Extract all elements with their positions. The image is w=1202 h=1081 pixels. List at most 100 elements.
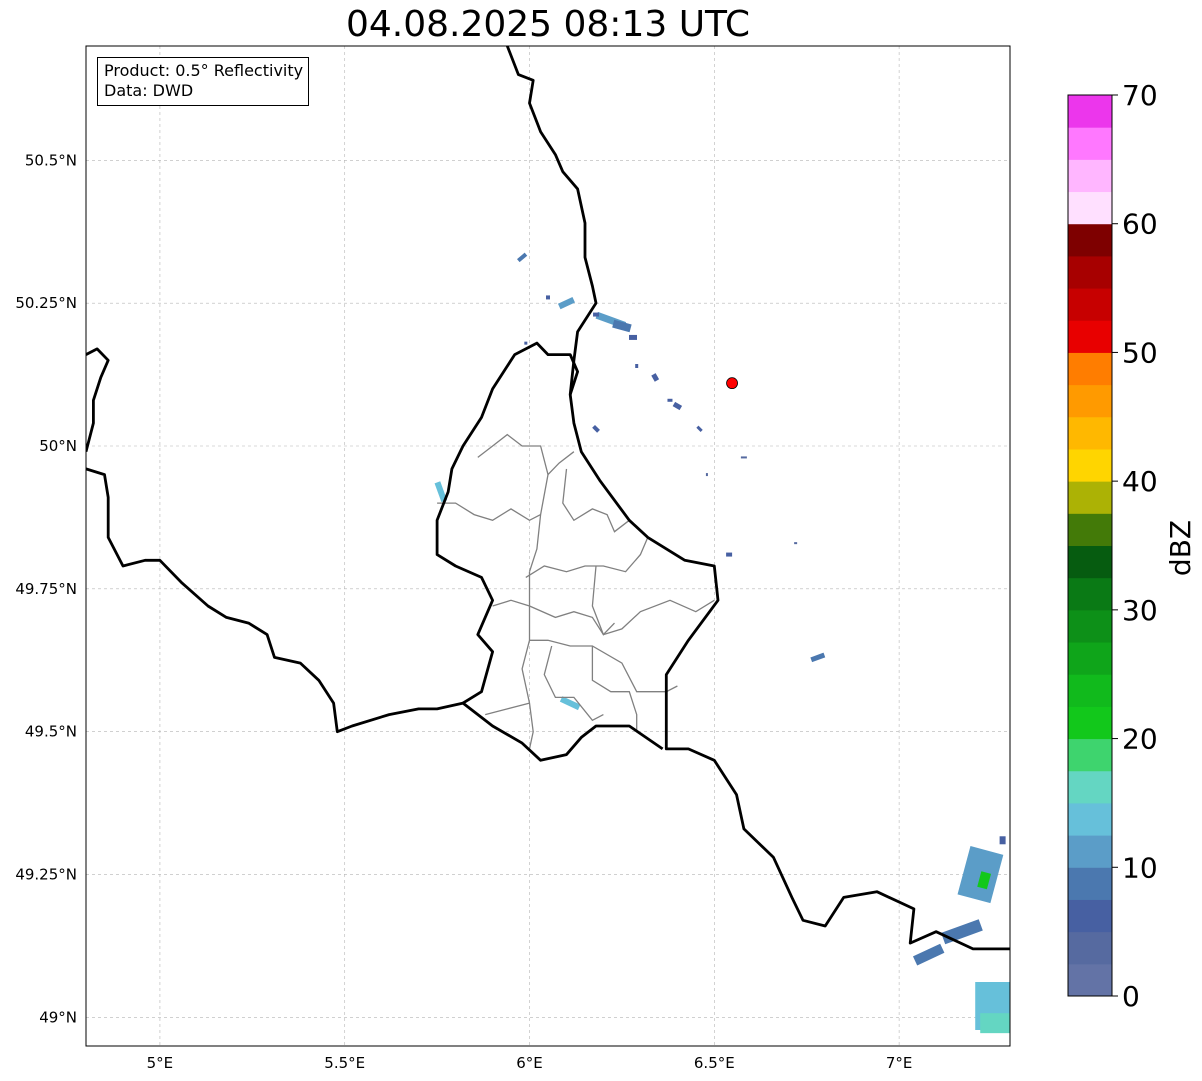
echo-cell — [517, 252, 528, 263]
map-background — [86, 46, 1010, 1046]
echo-cell — [557, 297, 575, 310]
colorbar-tick-label: 20 — [1122, 723, 1158, 756]
colorbar-bin — [1068, 706, 1112, 740]
canton-boundary — [529, 599, 715, 636]
y-tick-label: 50.25°N — [15, 294, 77, 312]
echo-cell — [672, 401, 683, 411]
colorbar-bin — [1068, 191, 1112, 225]
echo-cell — [980, 1013, 1010, 1034]
colorbar-bin — [1068, 481, 1112, 514]
graticule — [86, 46, 1010, 1046]
colorbar-bin — [1068, 770, 1112, 804]
canton-boundary — [485, 702, 530, 716]
colorbar-tick-label: 70 — [1122, 79, 1158, 112]
colorbar-bin — [1068, 835, 1112, 868]
map-frame — [85, 45, 1011, 1047]
colorbar-tick-label: 50 — [1122, 336, 1158, 369]
echo-cell — [977, 871, 992, 890]
colorbar-bin — [1068, 159, 1112, 193]
data-source-label: Data: DWD — [104, 81, 194, 100]
product-info-box: Product: 0.5° Reflectivity Data: DWD — [97, 57, 310, 106]
colorbar-bin — [1068, 738, 1112, 772]
colorbar-bin — [1068, 255, 1112, 289]
product-label: Product: 0.5° Reflectivity — [104, 61, 304, 80]
canton-boundary — [591, 646, 638, 732]
colorbar-bin — [1068, 545, 1112, 579]
canton-boundary — [525, 537, 649, 578]
colorbar-bin — [1068, 963, 1112, 997]
echo-cell — [726, 552, 733, 557]
country-border — [505, 46, 1010, 951]
echo-cell — [740, 456, 747, 459]
country-border — [435, 341, 579, 705]
echo-cell — [705, 473, 708, 477]
colorbar-bin — [1068, 577, 1112, 611]
x-axis-ticks: 5°E 5.5°E 6°E 6.5°E 7°E — [147, 1054, 913, 1072]
canton-boundary — [591, 565, 615, 636]
y-tick-label: 50.5°N — [25, 151, 77, 169]
colorbar-label: dBZ — [1164, 520, 1197, 576]
canton-boundary — [528, 474, 549, 572]
colorbar-bin — [1068, 609, 1112, 643]
colorbar-bin — [1068, 288, 1112, 321]
canton-boundaries — [437, 433, 715, 750]
colorbar-bin — [1068, 513, 1112, 546]
echo-cell — [593, 312, 600, 317]
colorbar-bin — [1068, 223, 1112, 257]
echo-cell — [912, 943, 945, 966]
y-tick-label: 49.75°N — [15, 580, 77, 598]
x-tick-label: 7°E — [886, 1054, 913, 1072]
canton-boundary — [562, 468, 630, 533]
echo-cell — [635, 364, 639, 368]
colorbar-bin — [1068, 95, 1112, 128]
echo-cell — [999, 836, 1006, 845]
echo-cell — [794, 542, 798, 545]
colorbar-tick-label: 10 — [1122, 851, 1158, 884]
echo-cell — [592, 424, 600, 433]
canton-boundary — [477, 433, 575, 476]
echo-cell — [651, 373, 660, 382]
echo-cell — [696, 425, 703, 433]
x-tick-label: 6.5°E — [694, 1054, 735, 1072]
colorbar-bin — [1068, 802, 1112, 836]
echo-cell — [667, 398, 673, 402]
colorbar-bin — [1068, 642, 1112, 675]
y-tick-label: 50°N — [39, 437, 77, 455]
country-border — [86, 347, 110, 453]
colorbar-bin — [1068, 384, 1112, 418]
colorbar-bin — [1068, 416, 1112, 450]
echo-cell — [546, 295, 550, 300]
y-axis-ticks: 49°N 49.25°N 49.5°N 49.75°N 50°N 50.25°N 50.5°… — [15, 151, 77, 1026]
colorbar-tick-label: 0 — [1122, 980, 1140, 1013]
y-tick-label: 49°N — [39, 1008, 77, 1026]
colorbar-bin — [1068, 674, 1112, 707]
radar-site-marker — [726, 377, 738, 390]
x-tick-label: 5°E — [147, 1054, 174, 1072]
colorbar: 0 10 20 30 40 50 60 70 dBZ — [1067, 79, 1197, 1013]
map-title: 04.08.2025 08:13 UTC — [345, 4, 751, 45]
x-tick-label: 5.5°E — [324, 1054, 365, 1072]
colorbar-bin — [1068, 867, 1112, 900]
country-borders — [86, 46, 1010, 951]
echo-cell — [434, 481, 448, 503]
canton-boundary — [492, 599, 530, 607]
canton-boundary — [543, 645, 604, 722]
colorbar-bin — [1068, 931, 1112, 965]
colorbar-bin — [1068, 320, 1112, 353]
radar-site-layer — [726, 377, 738, 390]
colorbar-bin — [1068, 448, 1112, 482]
reflectivity-echoes — [434, 252, 1010, 1034]
colorbar-tick-label: 30 — [1122, 594, 1158, 627]
echo-cell — [612, 319, 632, 333]
colorbar-bin — [1068, 127, 1112, 160]
echo-cell — [559, 696, 581, 711]
colorbar-frame — [1067, 94, 1113, 997]
canton-boundary — [529, 639, 678, 693]
y-tick-label: 49.5°N — [25, 723, 77, 741]
echo-cell — [629, 334, 638, 340]
echo-cell — [957, 846, 1004, 904]
country-border — [86, 467, 664, 762]
x-tick-label: 6°E — [516, 1054, 543, 1072]
colorbar-tick-label: 40 — [1122, 465, 1158, 498]
